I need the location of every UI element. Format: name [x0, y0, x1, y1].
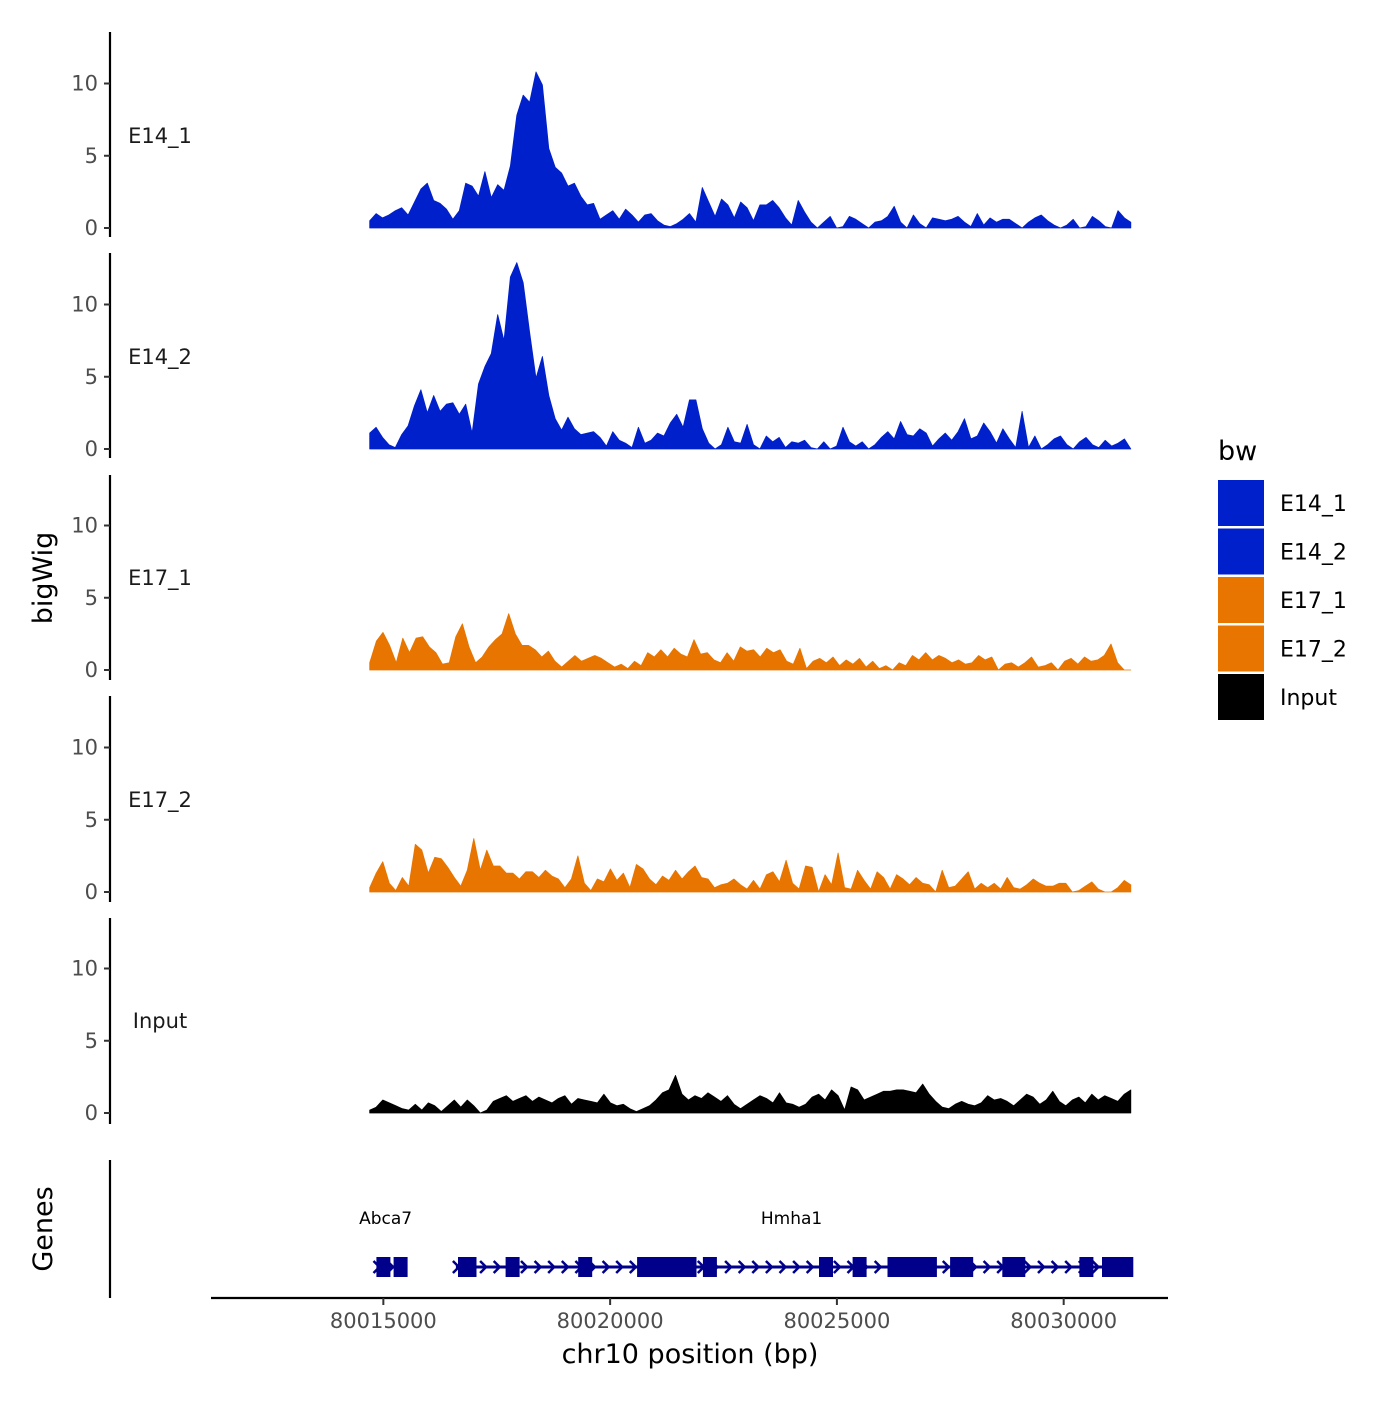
gene-label-Hmha1: Hmha1 [761, 1209, 822, 1229]
y-tick-label: 10 [71, 72, 98, 96]
track-label-E14_1: E14_1 [128, 124, 192, 149]
x-tick-label: 80025000 [783, 1309, 890, 1333]
exon-block [462, 1257, 477, 1277]
exon-block [959, 1257, 974, 1277]
legend-label-E14_2: E14_2 [1280, 541, 1347, 566]
strand-arrow [628, 1260, 638, 1274]
x-axis: 80015000 80020000 80025000 80030000 [211, 1296, 1168, 1333]
strand-arrow [520, 1260, 529, 1274]
y-tick-label: 0 [85, 216, 98, 240]
exon-block [922, 1257, 937, 1277]
track-label-E14_2: E14_2 [128, 345, 192, 370]
signal-area-E14_2 [369, 262, 1132, 450]
strand-arrow [492, 1260, 502, 1274]
exon-block [1119, 1257, 1134, 1277]
strand-arrow [1050, 1260, 1060, 1274]
exon-block [1079, 1257, 1094, 1277]
strand-arrow [560, 1260, 570, 1274]
exon-block [662, 1257, 677, 1277]
y-tick-label: 5 [85, 808, 98, 832]
strand-arrow [982, 1260, 992, 1274]
track-E14_2: 0 5 10 E14_2 [71, 253, 1132, 461]
exon-block [393, 1257, 408, 1277]
gene-label-Abca7: Abca7 [359, 1209, 412, 1229]
y-tick-label: 0 [85, 880, 98, 904]
strand-arrow [778, 1260, 788, 1274]
strand-arrow [805, 1260, 815, 1274]
strand-arrow [533, 1260, 543, 1274]
y-tick-label: 5 [85, 365, 98, 389]
y-tick-label: 10 [71, 514, 98, 538]
gene-Abca7: Abca7 [359, 1209, 412, 1277]
exon-block [578, 1257, 593, 1277]
signal-area-E17_2 [369, 838, 1132, 893]
legend-swatch-E14_1 [1218, 480, 1264, 526]
strand-arrow [833, 1260, 842, 1274]
exon-block [702, 1257, 717, 1277]
signal-area-E17_1 [369, 613, 1132, 671]
genes-axis-title: Genes [28, 1186, 59, 1271]
y-tick-label: 5 [85, 144, 98, 168]
track-E17_2: 0 5 10 E17_2 [71, 696, 1132, 904]
x-tick-label: 80020000 [557, 1309, 664, 1333]
y-tick-label: 5 [85, 1029, 98, 1053]
strand-arrow [737, 1260, 747, 1274]
track-label-E17_1: E17_1 [128, 566, 192, 591]
signal-area-Input [369, 1075, 1132, 1114]
y-tick-label: 0 [85, 1101, 98, 1125]
exon-block [682, 1257, 697, 1277]
legend-label-E14_1: E14_1 [1280, 492, 1347, 517]
x-tick-label: 80030000 [1010, 1309, 1117, 1333]
signal-area-E14_1 [369, 71, 1132, 229]
strand-arrow [765, 1260, 774, 1274]
strand-arrow [873, 1260, 883, 1274]
legend-swatch-E17_2 [1218, 625, 1264, 672]
track-Input: 0 5 10 Input [71, 918, 1132, 1125]
legend-swatch-E17_1 [1218, 577, 1264, 623]
exon-block [819, 1257, 833, 1277]
strand-arrow [601, 1260, 611, 1274]
gene-Hmha1: Hmha1 [452, 1209, 1134, 1277]
legend-label-E17_2: E17_2 [1280, 638, 1347, 663]
strand-arrow [615, 1260, 624, 1274]
strand-arrow [1091, 1260, 1101, 1274]
gene-track: Abca7 Hmha1 [108, 1160, 1134, 1298]
legend-title: bw [1218, 436, 1257, 467]
legend-swatch-Input [1218, 674, 1264, 720]
strand-arrow [1037, 1260, 1046, 1274]
strand-arrow [547, 1260, 556, 1274]
strand-arrow [479, 1260, 488, 1274]
legend-label-E17_1: E17_1 [1280, 589, 1347, 614]
y-tick-label: 5 [85, 586, 98, 610]
track-label-Input: Input [133, 1009, 187, 1033]
exon-block [852, 1257, 867, 1277]
legend: bw E14_1 E14_2 E17_1 E17_2 Input [1218, 436, 1347, 720]
y-tick-label: 10 [71, 293, 98, 317]
track-label-E17_2: E17_2 [128, 788, 192, 813]
y-axis-title: bigWig [28, 532, 59, 625]
exon-block [376, 1257, 391, 1277]
strand-arrow [1064, 1260, 1073, 1274]
signal-tracks: 0 5 10 E14_1 0 5 10 E14_2 0 5 10 E17_1 0 5 10 E17_2 0 5 10… [71, 32, 1132, 1125]
exon-block [505, 1257, 520, 1277]
strand-arrow [751, 1260, 761, 1274]
y-tick-label: 10 [71, 957, 98, 981]
y-tick-label: 10 [71, 736, 98, 760]
strand-arrow [724, 1260, 733, 1274]
legend-label-Input: Input [1280, 686, 1337, 711]
x-tick-label: 80015000 [330, 1309, 437, 1333]
legend-swatch-E14_2 [1218, 528, 1264, 575]
strand-arrow [941, 1260, 951, 1274]
track-E17_1: 0 5 10 E17_1 [71, 475, 1132, 682]
x-axis-title: chr10 position (bp) [562, 1339, 819, 1370]
strand-arrow [792, 1260, 801, 1274]
y-tick-label: 0 [85, 658, 98, 682]
exon-block [1011, 1257, 1026, 1277]
y-tick-label: 0 [85, 437, 98, 461]
track-E14_1: 0 5 10 E14_1 [71, 32, 1132, 240]
strand-arrow [1023, 1260, 1033, 1274]
